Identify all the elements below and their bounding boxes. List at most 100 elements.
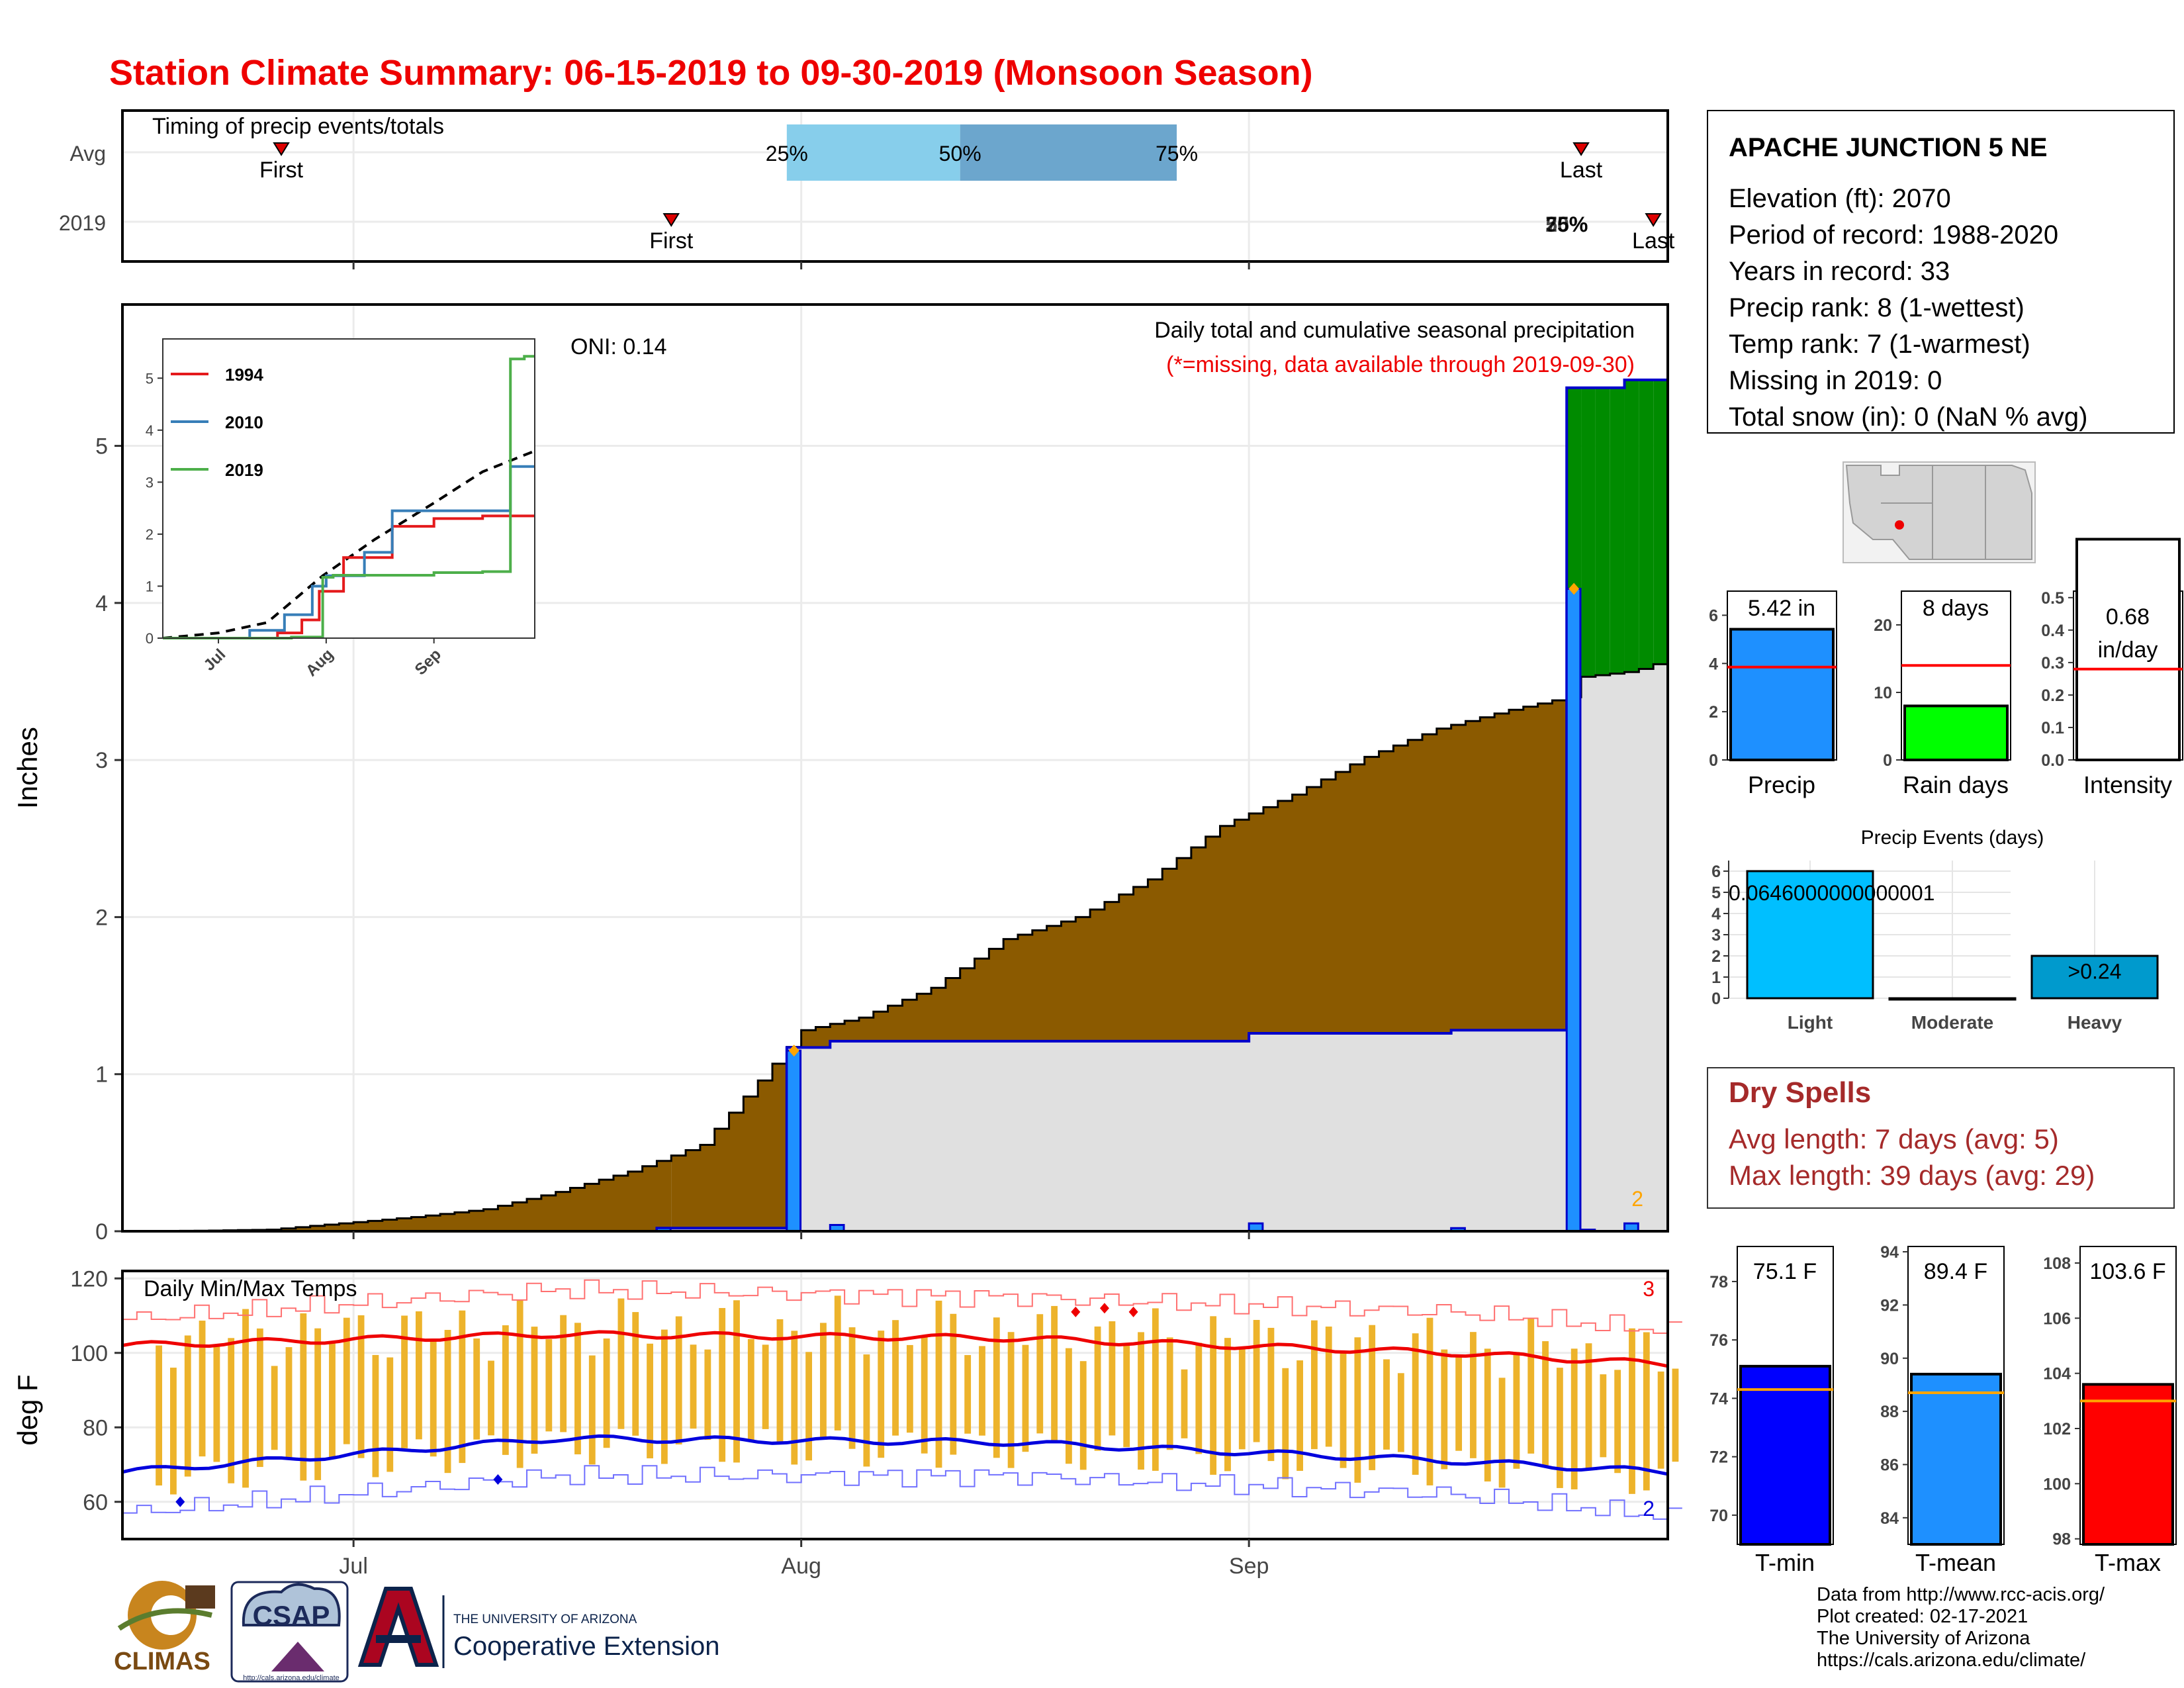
record-max-marker	[1099, 1303, 1109, 1314]
station-years: Years in record: 33	[1729, 257, 1950, 286]
y-tick-label: 120	[70, 1266, 108, 1291]
temp-range-bar	[964, 1355, 972, 1434]
temp-range-bar	[329, 1343, 336, 1458]
y-tick-label: 60	[83, 1490, 108, 1515]
temp-range-bar	[588, 1355, 596, 1465]
avg-max-line	[122, 1330, 1668, 1368]
tmin-bar-label: T-min	[1755, 1549, 1815, 1576]
temp-y-tick-label: 76	[1709, 1331, 1728, 1350]
temp-range-bar	[1109, 1321, 1116, 1436]
temp-range-bar	[1195, 1342, 1203, 1454]
temp-bar	[1739, 1364, 1831, 1546]
temp-range-bar	[747, 1338, 754, 1442]
cloud-icon	[242, 1583, 341, 1626]
record-max-marker	[1128, 1306, 1138, 1317]
temp-range-bar	[1297, 1360, 1303, 1471]
intensity-bar-label: Intensity	[2083, 771, 2172, 798]
temp-range-bar	[1498, 1378, 1506, 1488]
temp-range-bar	[921, 1336, 928, 1454]
season-y-tick-label: 0	[1883, 751, 1892, 770]
temp-range-bar	[1138, 1332, 1144, 1470]
daily-precip-bar	[786, 1049, 802, 1233]
season-y-tick-label: 4	[1709, 655, 1718, 673]
surplus-area	[1639, 379, 1654, 669]
dry-spells-avg: Avg length: 7 days (avg: 5)	[1729, 1123, 2059, 1154]
climas-logo-swoosh	[117, 1608, 212, 1631]
temp-range-bar	[1007, 1332, 1015, 1468]
temps-title: Daily Min/Max Temps	[144, 1276, 357, 1301]
footer-url: https://cals.arizona.edu/climate/	[1817, 1650, 2086, 1671]
record-min-line	[122, 1465, 1682, 1520]
temps-frame	[121, 1270, 1669, 1540]
temp-range-bar	[1629, 1328, 1635, 1494]
temp-range-bar	[791, 1331, 798, 1465]
season-bar	[2075, 538, 2181, 761]
ua-logo-mark	[376, 1635, 421, 1643]
precip-y-axis: 0 1 2 3 4 5	[95, 434, 122, 1244]
temp-range-bar	[473, 1338, 480, 1440]
y-tick-label: 80	[83, 1415, 108, 1440]
surplus-area	[1581, 387, 1596, 677]
surplus-area	[1624, 379, 1639, 673]
temp-range-bar	[1066, 1348, 1072, 1464]
avg-iqr-high-bar	[960, 124, 1177, 181]
station-location-dot	[1895, 520, 1904, 530]
temp-range-bar	[415, 1311, 422, 1440]
inset-lines	[162, 355, 535, 639]
events-y-tick-label: 4	[1711, 905, 1721, 923]
inset-legend: 1994 2010 2019	[171, 365, 263, 480]
oni-label: ONI: 0.14	[570, 334, 667, 359]
season-y-tick-label: 0.5	[2041, 589, 2064, 608]
season-bars: 0 2 4 6 0 10 20 0.0 0.1 0.2 0.3 0.4 0.5	[1709, 538, 2183, 770]
station-info: APACHE JUNCTION 5 NE Elevation (ft): 207…	[1707, 110, 2175, 434]
events-y-tick-label: 2	[1711, 947, 1721, 966]
avg-iqr-low-bar	[786, 124, 960, 181]
marker-icon	[662, 213, 680, 227]
event-category-label: Light	[1788, 1012, 1833, 1033]
precip-bar-label: Precip	[1748, 771, 1815, 798]
temp-range-bar	[1224, 1338, 1231, 1472]
x-tick-label: Sep	[1229, 1554, 1269, 1579]
temp-range-bar	[1123, 1345, 1130, 1448]
temp-range-bar	[1397, 1373, 1404, 1452]
temp-range-bar	[1325, 1326, 1332, 1447]
precip-legend-note: (*=missing, data available through 2019-…	[1166, 352, 1635, 377]
station-precip-rank: Precip rank: 8 (1-wettest)	[1729, 293, 2025, 322]
temp-range-bar	[1152, 1308, 1159, 1471]
season-y-tick-label: 0.1	[2041, 719, 2064, 737]
temp-range-bar	[892, 1320, 899, 1436]
temp-range-bar	[820, 1323, 827, 1438]
temp-range-bar	[1412, 1333, 1419, 1475]
tmax-value: 103.6 F	[2089, 1259, 2165, 1284]
mountain-icon	[271, 1642, 324, 1671]
temp-range-bar	[1310, 1320, 1318, 1450]
avg-p50-label: 50%	[939, 142, 981, 165]
timing-row-avg: Avg	[69, 142, 106, 165]
temp-range-bar	[1441, 1349, 1448, 1470]
temp-range-bar	[704, 1349, 711, 1440]
dry-spells-max: Max length: 39 days (avg: 29)	[1729, 1160, 2095, 1191]
footer-source: Data from http://www.rcc-acis.org/	[1817, 1584, 2105, 1605]
climas-logo-text: CLIMAS	[114, 1648, 210, 1675]
season-y-tick-label: 6	[1709, 606, 1718, 625]
temp-range-bar	[878, 1331, 885, 1458]
temp-range-bar	[1556, 1368, 1563, 1488]
ua-logo: THE UNIVERSITY OF ARIZONA Cooperative Ex…	[357, 1587, 719, 1668]
temp-range-bar	[660, 1329, 668, 1464]
ua-logo-mark	[357, 1587, 439, 1667]
inset-y-tick-label: 2	[146, 526, 154, 543]
legend-1994: 1994	[225, 365, 263, 385]
season-bar	[1729, 628, 1835, 761]
y-tick-label: 3	[95, 748, 108, 773]
precip-missing-count: 2	[1631, 1187, 1643, 1211]
y-tick-label: 100	[70, 1341, 108, 1366]
temp-range-bar	[848, 1327, 856, 1449]
temp-range-bar	[906, 1344, 913, 1433]
temp-y-tick-label: 94	[1880, 1243, 1899, 1262]
temp-range-bar	[459, 1310, 466, 1464]
marker-icon	[273, 142, 290, 156]
season-y-tick-label: 2	[1709, 703, 1718, 722]
station-snow: Total snow (in): 0 (NaN % avg)	[1729, 402, 2087, 432]
climas-logo-mark	[185, 1585, 215, 1609]
temp-range-bar	[1600, 1374, 1607, 1458]
